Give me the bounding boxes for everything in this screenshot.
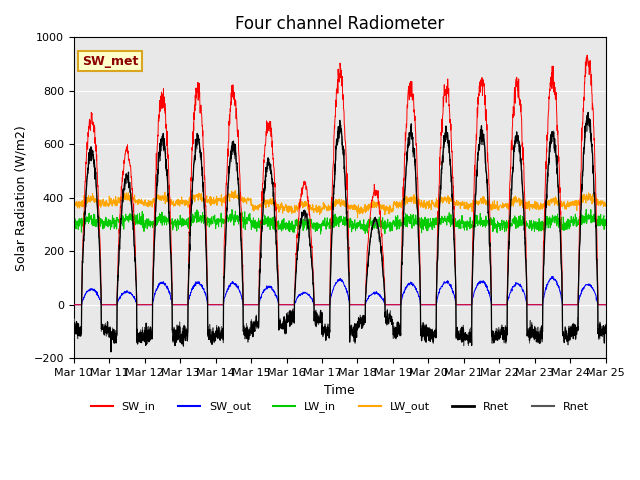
Text: SW_met: SW_met xyxy=(82,55,138,68)
Legend: SW_in, SW_out, LW_in, LW_out, Rnet, Rnet: SW_in, SW_out, LW_in, LW_out, Rnet, Rnet xyxy=(86,397,593,417)
X-axis label: Time: Time xyxy=(324,384,355,396)
Y-axis label: Solar Radiation (W/m2): Solar Radiation (W/m2) xyxy=(15,125,28,271)
Title: Four channel Radiometer: Four channel Radiometer xyxy=(235,15,444,33)
